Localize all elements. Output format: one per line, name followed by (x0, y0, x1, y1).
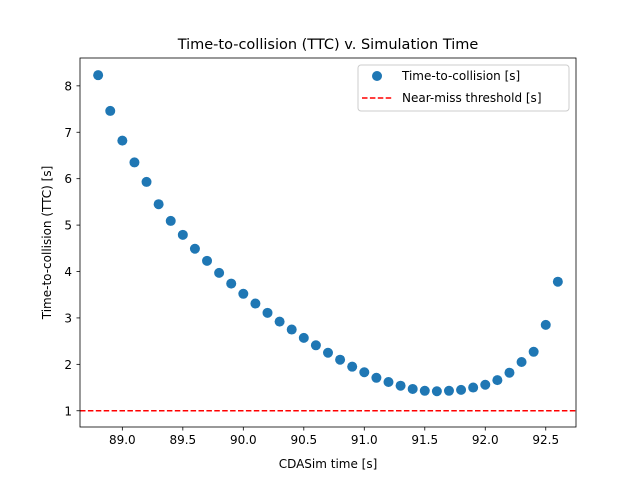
ttc-point (407, 383, 418, 394)
ttc-point (347, 361, 358, 372)
x-axis: 89.0 89.5 90.0 90.5 91.0 91.5 92.0 92.5 (109, 427, 559, 447)
ttc-point (226, 278, 237, 289)
ttc-point (528, 346, 539, 357)
ttc-point (383, 376, 394, 387)
ttc-point (202, 255, 213, 266)
y-tick-label: 5 (64, 219, 72, 233)
ttc-point (177, 229, 188, 240)
ttc-point (105, 105, 116, 116)
legend-scatter-marker (372, 71, 382, 81)
ttc-point (153, 199, 164, 210)
legend: Time-to-collision [s] Near-miss threshol… (357, 64, 570, 112)
ttc-point (443, 385, 454, 396)
ttc-point (552, 276, 563, 287)
ttc-point (117, 135, 128, 146)
ttc-point (214, 267, 225, 278)
ttc-point (165, 215, 176, 226)
ttc-point (468, 382, 479, 393)
y-tick-label: 3 (64, 311, 72, 325)
y-axis-label: Time-to-collision (TTC) [s] (40, 166, 54, 321)
plot-border (79, 57, 577, 428)
ttc-point (141, 176, 152, 187)
ttc-point (419, 385, 430, 396)
y-tick-label: 7 (64, 126, 72, 140)
ttc-point (504, 367, 515, 378)
y-axis: 1 2 3 4 5 6 7 8 (64, 79, 80, 418)
ttc-point (395, 380, 406, 391)
ttc-point (492, 375, 503, 386)
x-tick-label: 92.0 (472, 433, 499, 447)
ttc-point (516, 357, 527, 368)
x-tick-label: 92.5 (532, 433, 559, 447)
ttc-point (189, 243, 200, 254)
ttc-point (93, 70, 104, 81)
x-axis-label: CDASim time [s] (279, 457, 378, 471)
ttc-point (238, 288, 249, 299)
y-tick-label: 1 (64, 404, 72, 418)
ttc-point (456, 384, 467, 395)
legend-box (357, 64, 570, 112)
ttc-point (431, 386, 442, 397)
y-tick-label: 4 (64, 265, 72, 279)
ttc-point (371, 372, 382, 383)
ttc-point (480, 379, 491, 390)
ttc-point (310, 340, 321, 351)
ttc-point (262, 307, 273, 318)
y-tick-label: 2 (64, 358, 72, 372)
x-tick-label: 89.0 (109, 433, 136, 447)
points-layer (93, 70, 563, 397)
legend-threshold-label: Near-miss threshold [s] (402, 91, 542, 105)
chart-title: Time-to-collision (TTC) v. Simulation Ti… (177, 37, 479, 53)
y-tick-label: 6 (64, 172, 72, 186)
legend-scatter-label: Time-to-collision [s] (401, 69, 520, 83)
ttc-point (359, 367, 370, 378)
ttc-point (274, 316, 285, 327)
x-tick-label: 90.0 (230, 433, 257, 447)
plot-background (80, 58, 576, 427)
ttc-point (323, 347, 333, 358)
ttc-point (298, 332, 309, 343)
y-tick-label: 8 (64, 79, 72, 93)
x-tick-label: 90.5 (290, 433, 317, 447)
x-tick-label: 91.5 (411, 433, 438, 447)
plot-area (79, 57, 577, 428)
x-tick-label: 91.0 (351, 433, 378, 447)
ttc-point (286, 324, 297, 335)
x-tick-label: 89.5 (169, 433, 196, 447)
ttc-point (250, 298, 261, 309)
ttc-point (540, 319, 551, 330)
ttc-point (129, 157, 140, 168)
ttc-point (335, 354, 346, 365)
